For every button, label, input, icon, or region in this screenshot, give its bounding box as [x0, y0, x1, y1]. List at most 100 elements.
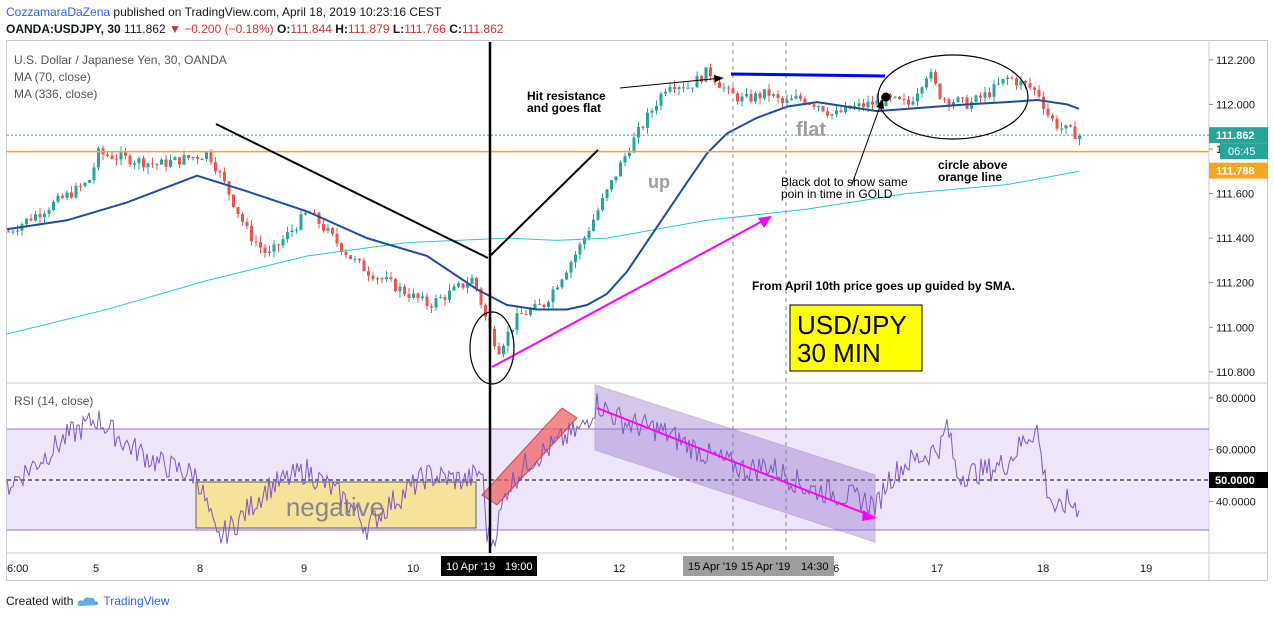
- magenta-arrow: [491, 216, 771, 368]
- candle-body: [376, 278, 379, 280]
- candle-body: [380, 278, 384, 280]
- candle-body: [128, 155, 132, 165]
- candle-body: [812, 104, 816, 107]
- candle-body: [119, 152, 123, 160]
- candle-body: [421, 296, 424, 299]
- candle-body: [506, 331, 510, 346]
- candle-body: [749, 93, 753, 102]
- candle-body: [497, 346, 501, 355]
- candle-body: [826, 111, 829, 116]
- candle-body: [664, 91, 667, 94]
- candle-body: [790, 98, 793, 101]
- candle-body: [281, 239, 285, 246]
- candle-body: [1015, 78, 1018, 86]
- time-axis[interactable]: 6:0058910121516171819: [7, 563, 1152, 575]
- c-value: 111.862: [461, 22, 504, 36]
- candle-body: [277, 244, 280, 246]
- candle-body: [160, 159, 163, 165]
- candle-body: [317, 212, 321, 225]
- candle-body: [79, 185, 82, 187]
- chart-frame: [6, 40, 1268, 581]
- candle-body: [641, 127, 645, 129]
- candle-body: [992, 84, 996, 97]
- publish-line: CozzamaraDaZena published on TradingView…: [6, 5, 441, 19]
- price-axis[interactable]: 112.200112.000111.800111.600111.400111.2…: [1209, 55, 1255, 379]
- candle-body: [367, 271, 370, 276]
- candle-body: [623, 156, 627, 163]
- gold-dot: [881, 92, 891, 102]
- candle-body: [569, 262, 573, 273]
- candle-body: [592, 219, 595, 231]
- candle-body: [970, 101, 973, 109]
- candle-body: [511, 329, 514, 332]
- candle-body: [763, 89, 766, 99]
- candle-body: [808, 103, 811, 105]
- candle-body: [164, 159, 168, 167]
- candle-body: [38, 214, 42, 218]
- pair-box-line2: 30 MIN: [797, 338, 881, 368]
- dot-label-2: poin in time in GOLD: [781, 187, 893, 201]
- candle-body: [200, 158, 204, 160]
- price-tick-label: 110.800: [1216, 367, 1255, 379]
- tradingview-link[interactable]: TradingView: [103, 594, 170, 608]
- time-tick-label: 18: [1037, 563, 1049, 575]
- countdown-badge: [1220, 143, 1268, 160]
- candle-body: [56, 195, 60, 202]
- candle-body: [740, 96, 744, 102]
- candle-body: [551, 289, 555, 302]
- ma336-legend[interactable]: MA (336, close): [14, 87, 98, 101]
- candle-body: [169, 160, 172, 167]
- candle-body: [983, 92, 987, 98]
- time-badge-10apr-date: 10 Apr '19: [446, 561, 495, 573]
- candle-body: [124, 152, 127, 156]
- candle-body: [61, 195, 64, 198]
- ma70-legend[interactable]: MA (70, close): [14, 70, 91, 84]
- candle-body: [187, 155, 190, 158]
- candle-body: [11, 231, 15, 233]
- candle-body: [1024, 80, 1027, 84]
- rsi-legend[interactable]: RSI (14, close): [14, 394, 94, 408]
- rsi-axis[interactable]: 80.0000 60.0000 40.0000: [1209, 393, 1256, 508]
- candle-body: [839, 110, 843, 113]
- candle-body: [830, 114, 834, 116]
- author-link[interactable]: CozzamaraDaZena: [6, 5, 111, 19]
- time-tick-label: 12: [613, 563, 625, 575]
- candle-body: [1006, 77, 1009, 80]
- candle-body: [646, 112, 649, 128]
- candle-body: [331, 228, 334, 234]
- candle-body: [574, 254, 577, 263]
- candle-body: [340, 243, 343, 252]
- chart-title: U.S. Dollar / Japanese Yen, 30, OANDA: [14, 53, 227, 67]
- candle-body: [587, 230, 591, 238]
- candle-body: [443, 297, 447, 300]
- time-tick-label: 8: [197, 563, 203, 575]
- down-triangle-icon: ▼: [169, 22, 181, 36]
- candle-body: [74, 185, 78, 198]
- uptrend-line: [490, 149, 599, 256]
- candle-body: [1028, 83, 1032, 88]
- candle-body: [898, 96, 901, 100]
- candle-body: [1055, 118, 1059, 129]
- candle-body: [236, 207, 240, 215]
- candle-body: [434, 298, 438, 308]
- rsi-mid-badge-text: 50.0000: [1215, 475, 1255, 487]
- candle-body: [133, 163, 136, 165]
- candle-body: [398, 286, 402, 292]
- candle-body: [677, 87, 681, 89]
- candle-body: [547, 301, 550, 308]
- candle-body: [7, 231, 10, 233]
- candle-body: [668, 87, 672, 92]
- candle-body: [1010, 77, 1014, 79]
- candle-body: [29, 218, 33, 221]
- candle-body: [146, 163, 150, 168]
- candle-body: [326, 228, 330, 231]
- candle-body: [565, 272, 568, 280]
- candle-body: [299, 214, 303, 230]
- candle-body: [758, 93, 762, 99]
- candle-body: [938, 83, 942, 99]
- candle-body: [1078, 135, 1081, 139]
- candle-body: [241, 214, 244, 222]
- rsi-mid-badge: [1209, 472, 1268, 488]
- candle-body: [718, 82, 721, 88]
